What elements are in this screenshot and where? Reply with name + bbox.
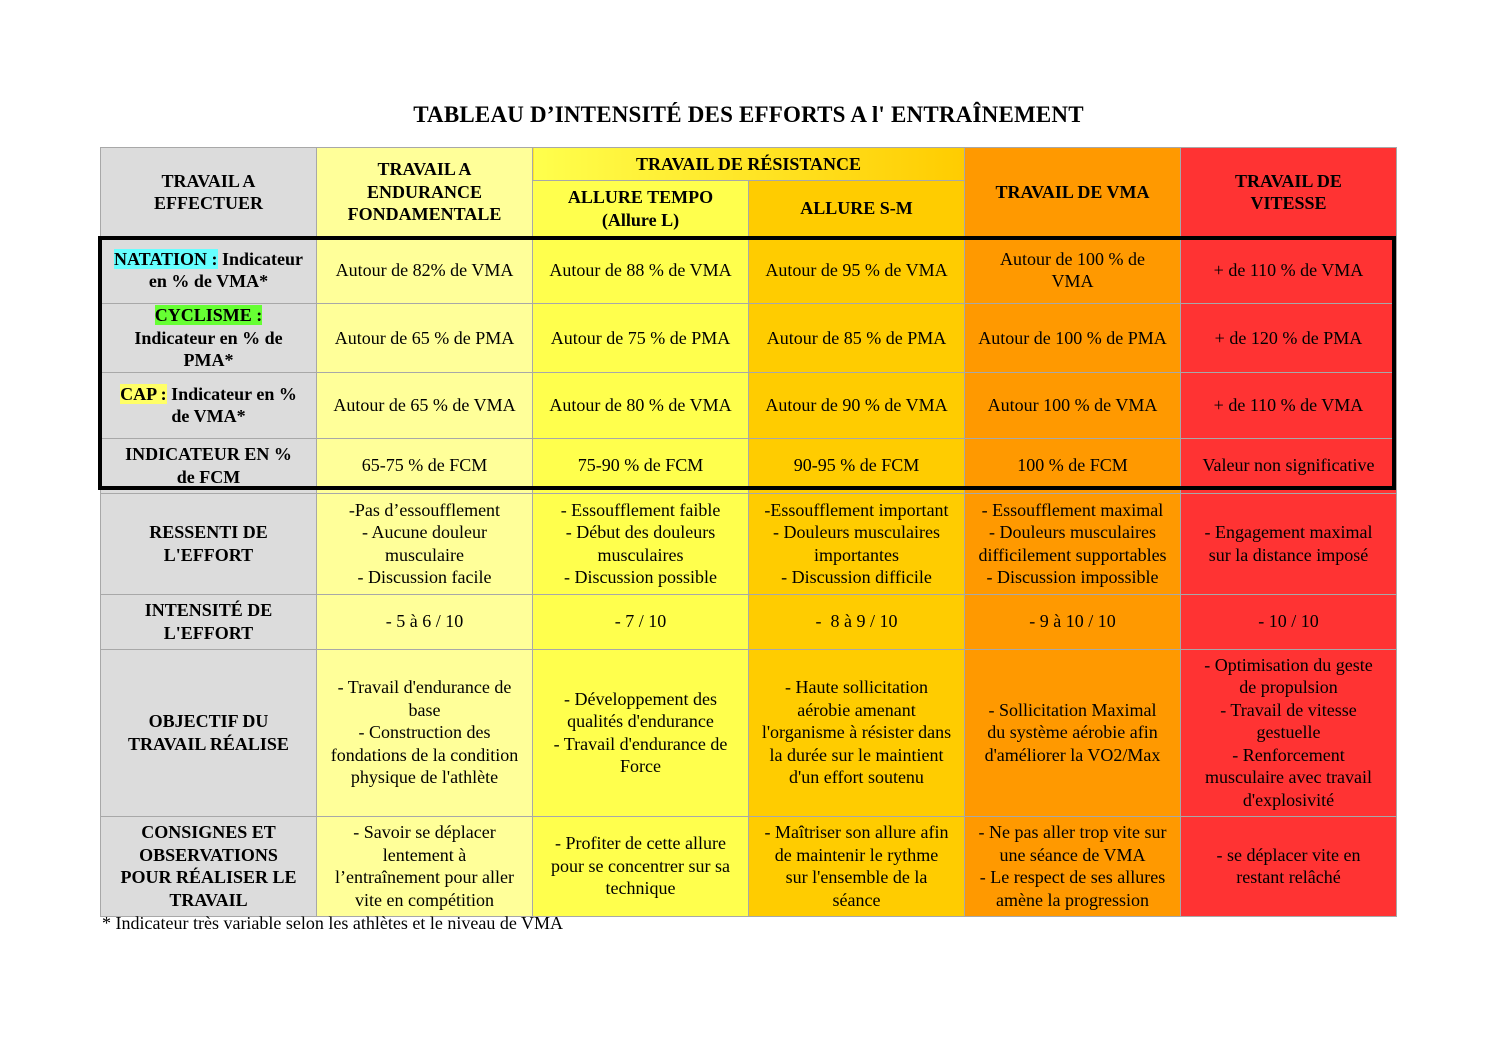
table-cell: - Développement des qualités d'endurance… [533,649,749,816]
table-cell: Autour 100 % de VMA [965,372,1181,438]
table-cell: - 7 / 10 [533,594,749,649]
table-row-objectif: OBJECTIF DU TRAVAIL RÉALISE - Travail d'… [101,649,1397,816]
table-cell: - 5 à 6 / 10 [317,594,533,649]
table-row-consignes: CONSIGNES ET OBSERVATIONS POUR RÉALISER … [101,816,1397,916]
table-cell: - Haute sollicitation aérobie amenant l'… [749,649,965,816]
row-label-ressenti: RESSENTI DE L'EFFORT [101,493,317,594]
table-cell: - Optimisation du geste de propulsion - … [1181,649,1397,816]
header-speed: TRAVAIL DE VITESSE [1181,148,1397,237]
table-row-cyclisme: CYCLISME : Indicateur en % de PMA* Autour… [101,304,1397,373]
table-cell: -Pas d’essoufflement - Aucune douleur mu… [317,493,533,594]
table-cell: Autour de 90 % de VMA [749,372,965,438]
table-cell: - Ne pas aller trop vite sur une séance … [965,816,1181,916]
table-cell: - Maîtriser son allure afin de maintenir… [749,816,965,916]
cap-label-rest: Indicateur en % de VMA* [167,384,297,427]
table-row-cap: CAP : Indicateur en % de VMA* Autour de … [101,372,1397,438]
row-label-cap: CAP : Indicateur en % de VMA* [101,372,317,438]
row-label-fcm: INDICATEUR EN % de FCM [101,438,317,493]
table-cell: Autour de 80 % de VMA [533,372,749,438]
table-cell: - Profiter de cette allure pour se conce… [533,816,749,916]
table-row-intensite: INTENSITÉ DE L'EFFORT - 5 à 6 / 10 - 7 /… [101,594,1397,649]
table-cell: Autour de 95 % de VMA [749,237,965,304]
table-row-natation: NATATION : Indicateur en % de VMA* Autou… [101,237,1397,304]
natation-highlight: NATATION : [114,249,218,269]
cap-highlight: CAP : [120,384,167,404]
table-cell: + de 110 % de VMA [1181,372,1397,438]
cyclisme-label-rest: Indicateur en % de PMA* [134,328,282,371]
table-cell: Autour de 82% de VMA [317,237,533,304]
table-cell: Autour de 75 % de PMA [533,304,749,373]
table-cell: -Essoufflement important - Douleurs musc… [749,493,965,594]
page-title: TABLEAU D’INTENSITÉ DES EFFORTS A l' ENT… [0,102,1497,128]
table-cell: - Essoufflement faible - Début des doule… [533,493,749,594]
table-cell: - 8 à 9 / 10 [749,594,965,649]
table-cell: - Savoir se déplacer lentement à l’entra… [317,816,533,916]
table-cell: + de 110 % de VMA [1181,237,1397,304]
table-cell: Autour de 85 % de PMA [749,304,965,373]
table-cell: 65-75 % de FCM [317,438,533,493]
table-cell: + de 120 % de PMA [1181,304,1397,373]
header-endurance: TRAVAIL A ENDURANCE FONDAMENTALE [317,148,533,237]
table-cell: - 10 / 10 [1181,594,1397,649]
table-cell: Autour de 65 % de VMA [317,372,533,438]
header-tempo: ALLURE TEMPO (Allure L) [533,181,749,237]
table-cell: 75-90 % de FCM [533,438,749,493]
header-resistance: TRAVAIL DE RÉSISTANCE [533,148,965,181]
table-cell: - Engagement maximal sur la distance imp… [1181,493,1397,594]
table-cell: - 9 à 10 / 10 [965,594,1181,649]
header-sm: ALLURE S-M [749,181,965,237]
table-row-ressenti: RESSENTI DE L'EFFORT -Pas d’essoufflemen… [101,493,1397,594]
table-cell: - Essoufflement maximal - Douleurs muscu… [965,493,1181,594]
table-cell: Autour de 65 % de PMA [317,304,533,373]
row-label-consignes: CONSIGNES ET OBSERVATIONS POUR RÉALISER … [101,816,317,916]
table-cell: 100 % de FCM [965,438,1181,493]
footnote: * Indicateur très variable selon les ath… [102,913,563,934]
table-cell: Autour de 100 % de PMA [965,304,1181,373]
table-cell: Autour de 100 % de VMA [965,237,1181,304]
row-label-natation: NATATION : Indicateur en % de VMA* [101,237,317,304]
table-cell: - Sollicitation Maximal du système aérob… [965,649,1181,816]
table-cell: - Travail d'endurance de base - Construc… [317,649,533,816]
cyclisme-highlight: CYCLISME : [155,305,263,325]
row-label-intensite: INTENSITÉ DE L'EFFORT [101,594,317,649]
table-cell: - se déplacer vite en restant relâché [1181,816,1397,916]
header-vma: TRAVAIL DE VMA [965,148,1181,237]
row-label-objectif: OBJECTIF DU TRAVAIL RÉALISE [101,649,317,816]
table-row-fcm: INDICATEUR EN % de FCM 65-75 % de FCM 75… [101,438,1397,493]
header-work-to-do: TRAVAIL A EFFECTUER [101,148,317,237]
table-cell: Valeur non significative [1181,438,1397,493]
intensity-table: TRAVAIL A EFFECTUER TRAVAIL A ENDURANCE … [100,147,1397,917]
table-cell: Autour de 88 % de VMA [533,237,749,304]
table-cell: 90-95 % de FCM [749,438,965,493]
row-label-cyclisme: CYCLISME : Indicateur en % de PMA* [101,304,317,373]
